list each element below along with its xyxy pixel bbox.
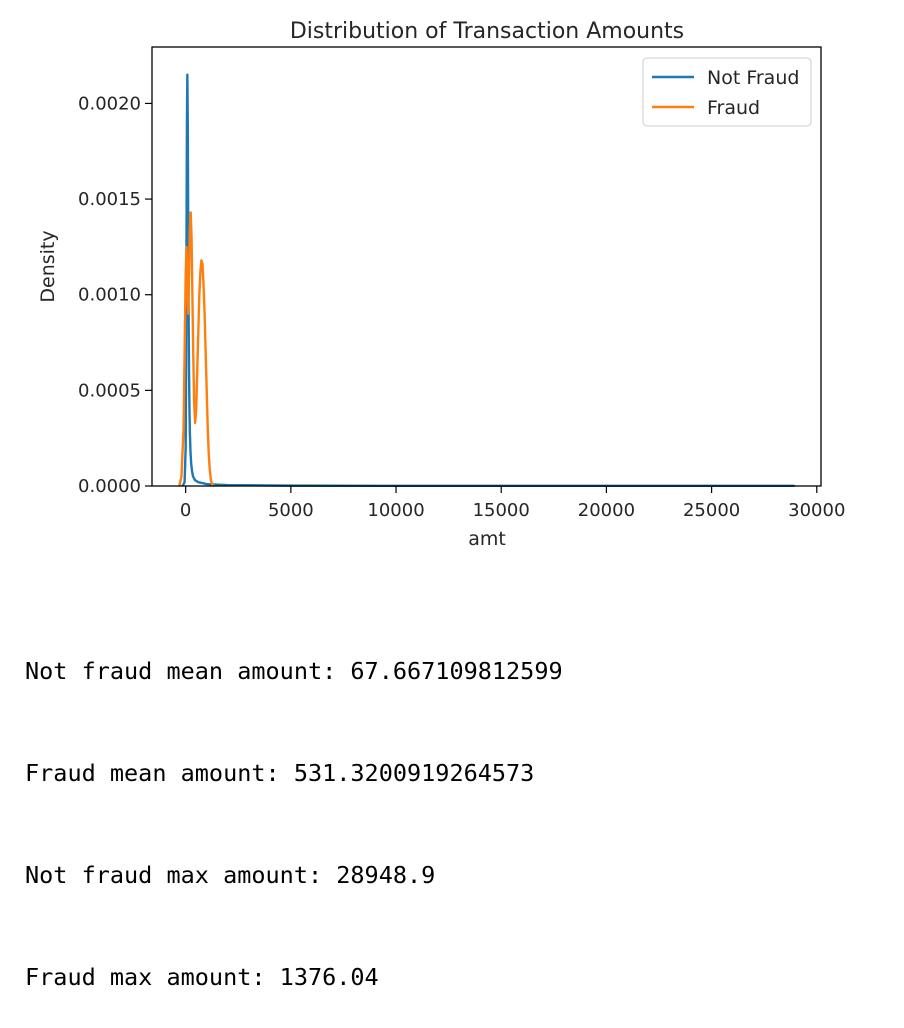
- series-line-fraud: [178, 211, 216, 488]
- output-line-not-fraud-max: Not fraud max amount: 28948.9: [25, 861, 436, 889]
- chart-title: Distribution of Transaction Amounts: [290, 19, 684, 44]
- y-tick-label: 0.0010: [78, 285, 141, 306]
- legend-box: [642, 57, 812, 127]
- x-tick-label: 20000: [578, 500, 635, 521]
- plot-lines: [178, 73, 795, 488]
- y-tick-label: 0.0020: [78, 93, 141, 114]
- y-tick-label: 0.0005: [78, 380, 141, 401]
- x-tick-label: 30000: [788, 500, 845, 521]
- x-tick-label: 10000: [367, 500, 424, 521]
- y-axis-label: Density: [37, 230, 59, 302]
- density-chart: Distribution of Transaction Amounts 0 500…: [37, 19, 845, 550]
- series-line-not-fraud: [181, 73, 795, 488]
- legend-label-fraud: Fraud: [707, 97, 760, 119]
- y-tick-label: 0.0000: [78, 476, 141, 497]
- output-line-fraud-mean: Fraud mean amount: 531.3200919264573: [25, 759, 535, 787]
- x-tick-label: 5000: [268, 500, 314, 521]
- legend-label-not-fraud: Not Fraud: [707, 67, 799, 89]
- output-line-fraud-max: Fraud max amount: 1376.04: [25, 963, 379, 991]
- legend: Not Fraud Fraud: [642, 57, 812, 127]
- x-axis-ticks: 0 5000 10000 15000 20000 25000 30000: [180, 486, 845, 521]
- x-axis-label: amt: [468, 528, 506, 550]
- y-axis-ticks: 0.0000 0.0005 0.0010 0.0015 0.0020: [78, 93, 152, 497]
- x-tick-label: 0: [180, 500, 191, 521]
- cell-output: Not fraud mean amount: 67.667109812599 F…: [25, 586, 563, 1028]
- output-line-not-fraud-mean: Not fraud mean amount: 67.667109812599: [25, 657, 563, 685]
- axes-frame: [151, 46, 822, 487]
- x-tick-label: 15000: [473, 500, 530, 521]
- y-tick-label: 0.0015: [78, 189, 141, 210]
- x-tick-label: 25000: [683, 500, 740, 521]
